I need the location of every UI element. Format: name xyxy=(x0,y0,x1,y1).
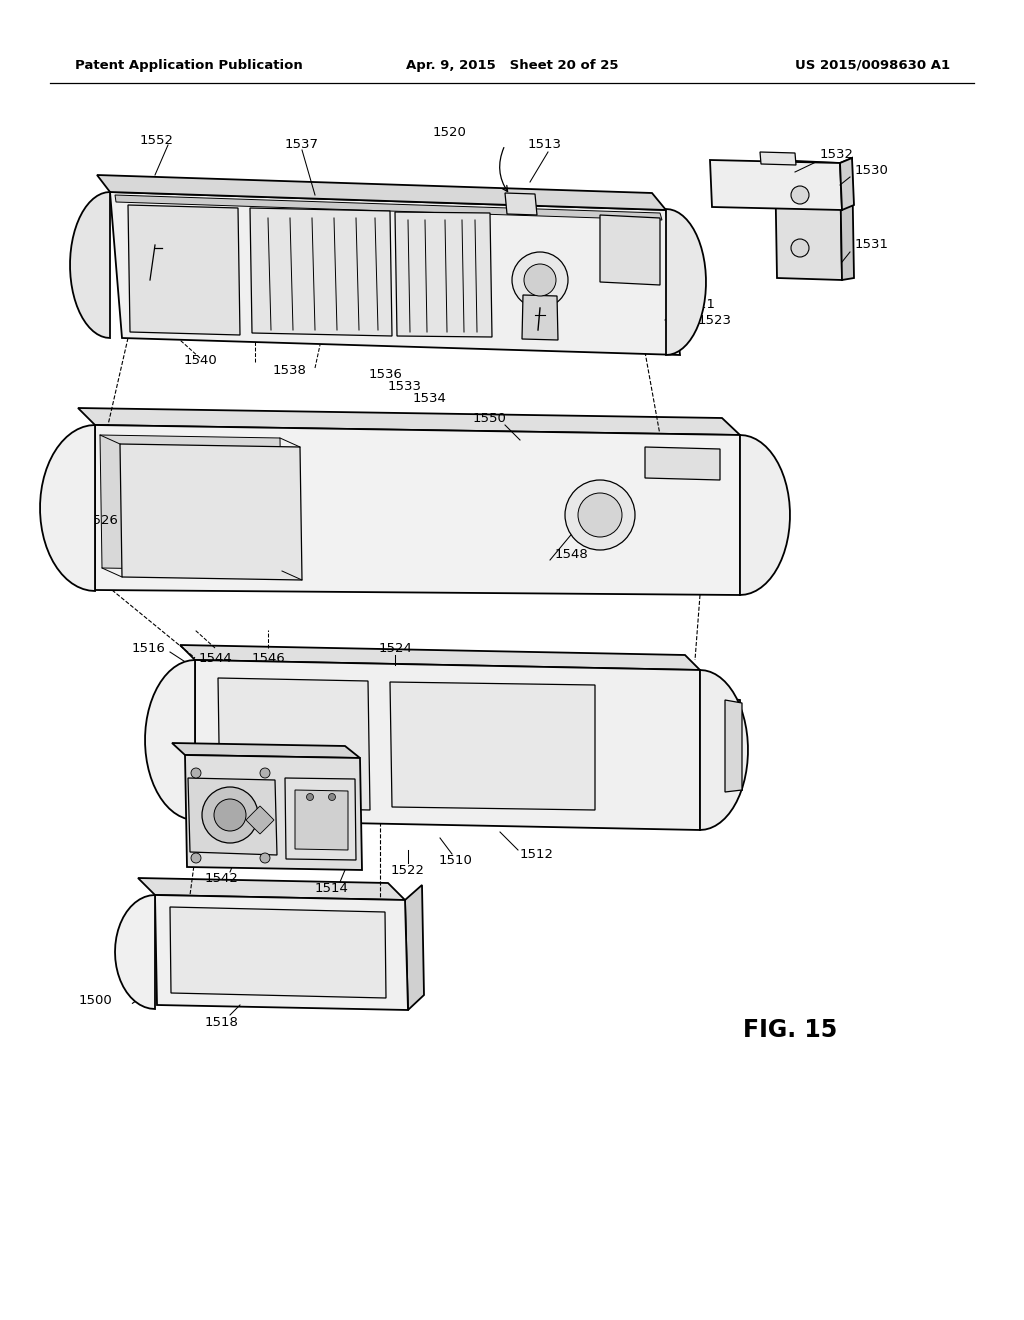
Polygon shape xyxy=(155,895,408,1010)
Polygon shape xyxy=(120,444,302,579)
Circle shape xyxy=(260,853,270,863)
Circle shape xyxy=(578,492,622,537)
Circle shape xyxy=(306,793,313,800)
Text: 1538: 1538 xyxy=(273,363,307,376)
Polygon shape xyxy=(600,215,660,285)
Text: 1510: 1510 xyxy=(438,854,472,866)
Text: 1526: 1526 xyxy=(84,513,118,527)
Text: 1512: 1512 xyxy=(520,849,554,862)
Polygon shape xyxy=(645,447,720,480)
Text: Patent Application Publication: Patent Application Publication xyxy=(75,58,303,71)
Text: 1523: 1523 xyxy=(698,314,732,326)
Text: 1537: 1537 xyxy=(285,139,319,152)
Polygon shape xyxy=(115,195,662,220)
Polygon shape xyxy=(100,436,282,572)
Text: 1524: 1524 xyxy=(378,642,412,655)
Polygon shape xyxy=(505,193,537,215)
Polygon shape xyxy=(395,213,492,337)
Circle shape xyxy=(791,239,809,257)
Polygon shape xyxy=(295,789,348,850)
Polygon shape xyxy=(40,425,95,591)
Polygon shape xyxy=(775,160,842,280)
Polygon shape xyxy=(70,191,110,338)
Circle shape xyxy=(191,768,201,777)
Polygon shape xyxy=(760,152,796,165)
Polygon shape xyxy=(250,209,392,337)
Polygon shape xyxy=(285,777,356,861)
Text: 1500: 1500 xyxy=(78,994,112,1006)
Text: FIG. 15: FIG. 15 xyxy=(742,1018,838,1041)
Polygon shape xyxy=(840,158,854,210)
Circle shape xyxy=(202,787,258,843)
Text: 1550: 1550 xyxy=(473,412,507,425)
Text: 1533: 1533 xyxy=(388,380,422,393)
Circle shape xyxy=(524,264,556,296)
Polygon shape xyxy=(95,425,740,595)
Polygon shape xyxy=(170,907,386,998)
Polygon shape xyxy=(128,205,240,335)
Text: 1531: 1531 xyxy=(855,239,889,252)
Polygon shape xyxy=(97,176,666,210)
Circle shape xyxy=(329,793,336,800)
Polygon shape xyxy=(110,191,680,355)
Text: 1542: 1542 xyxy=(205,871,239,884)
Text: 1534: 1534 xyxy=(413,392,446,404)
Polygon shape xyxy=(700,671,748,830)
Text: 1532: 1532 xyxy=(820,149,854,161)
Text: 1513: 1513 xyxy=(528,139,562,152)
Circle shape xyxy=(191,853,201,863)
Polygon shape xyxy=(725,700,742,792)
Polygon shape xyxy=(666,209,706,355)
Polygon shape xyxy=(390,682,595,810)
Polygon shape xyxy=(246,807,274,834)
Polygon shape xyxy=(195,660,700,830)
Polygon shape xyxy=(185,755,362,870)
Circle shape xyxy=(791,186,809,205)
Text: 1540: 1540 xyxy=(183,354,217,367)
Text: 1516: 1516 xyxy=(131,642,165,655)
Circle shape xyxy=(214,799,246,832)
Text: US 2015/0098630 A1: US 2015/0098630 A1 xyxy=(795,58,950,71)
Text: 1536: 1536 xyxy=(368,368,402,381)
Text: 1520: 1520 xyxy=(433,125,467,139)
Text: 1544: 1544 xyxy=(198,652,231,664)
Text: 1521: 1521 xyxy=(682,298,716,312)
Text: 1530: 1530 xyxy=(855,164,889,177)
Polygon shape xyxy=(840,158,854,280)
Polygon shape xyxy=(406,884,424,1010)
Text: 1514: 1514 xyxy=(315,882,349,895)
Text: 1548: 1548 xyxy=(555,549,589,561)
Text: ·: · xyxy=(145,231,151,246)
Polygon shape xyxy=(218,678,370,810)
Polygon shape xyxy=(180,645,700,671)
Text: Apr. 9, 2015   Sheet 20 of 25: Apr. 9, 2015 Sheet 20 of 25 xyxy=(406,58,618,71)
Text: 1518: 1518 xyxy=(205,1015,239,1028)
Text: 1522: 1522 xyxy=(391,863,425,876)
Circle shape xyxy=(512,252,568,308)
Circle shape xyxy=(260,768,270,777)
Polygon shape xyxy=(710,160,842,210)
Polygon shape xyxy=(700,696,742,795)
Polygon shape xyxy=(172,743,360,758)
Circle shape xyxy=(565,480,635,550)
Text: 1546: 1546 xyxy=(251,652,285,664)
Polygon shape xyxy=(145,660,195,820)
Text: 1552: 1552 xyxy=(140,133,174,147)
Polygon shape xyxy=(522,294,558,341)
Polygon shape xyxy=(138,878,406,900)
Polygon shape xyxy=(115,895,155,1008)
Polygon shape xyxy=(188,777,278,855)
Polygon shape xyxy=(740,436,790,595)
Polygon shape xyxy=(78,408,740,436)
